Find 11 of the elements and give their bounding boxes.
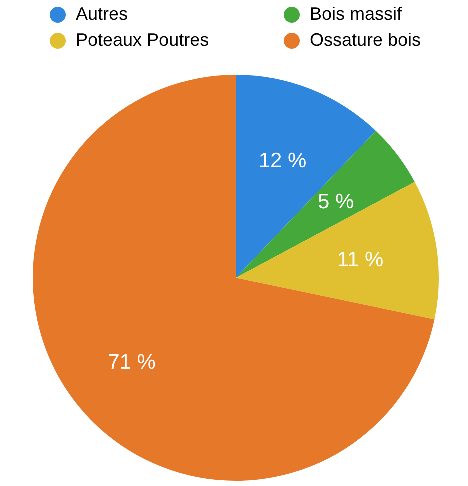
pie-slice	[33, 75, 435, 481]
pie-slice	[236, 131, 415, 278]
legend-label: Bois massif	[310, 4, 402, 25]
data-label: 71 %	[108, 350, 156, 374]
data-label: 11 %	[337, 248, 384, 272]
data-label: 12 %	[258, 150, 307, 173]
legend-label: Ossature bois	[310, 30, 422, 51]
legend-label: Poteaux Poutres	[76, 30, 210, 51]
pie-slice	[236, 182, 439, 320]
data-label: 5 %	[318, 190, 354, 214]
legend-label: Autres	[76, 4, 128, 25]
